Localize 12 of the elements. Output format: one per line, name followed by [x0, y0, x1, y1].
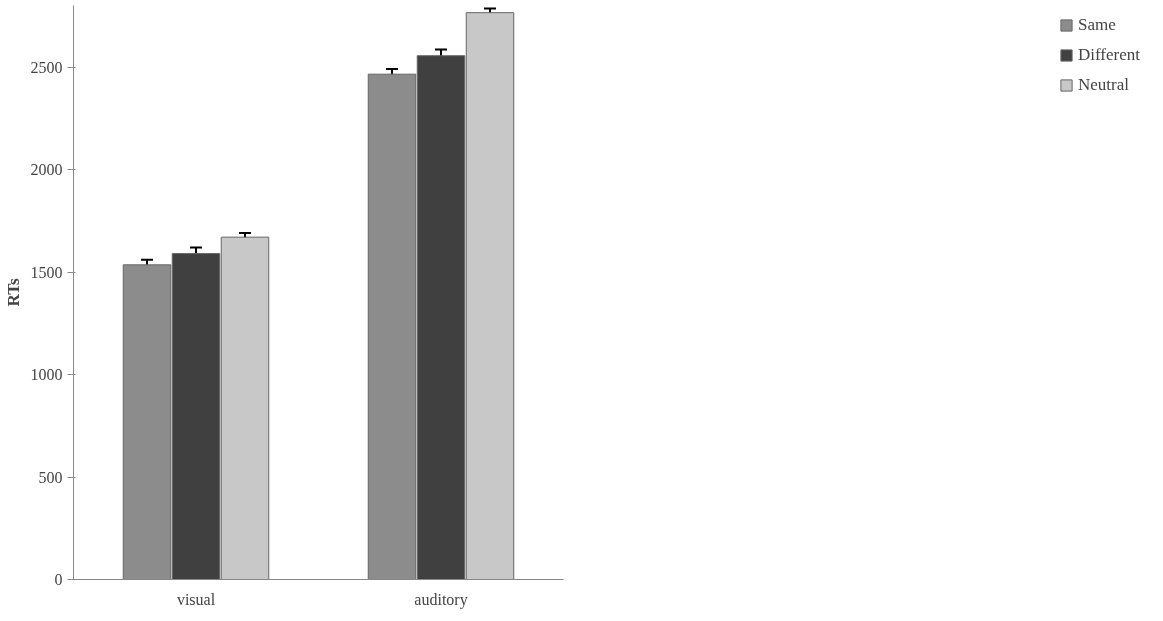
y-tick-label: 0 — [54, 571, 63, 588]
y-tick-label: 1000 — [30, 366, 63, 383]
legend-label: Different — [1078, 45, 1140, 65]
y-axis-title: RTs — [3, 278, 23, 307]
y-tick-label: 2500 — [30, 58, 63, 76]
x-tick-label: auditory — [414, 590, 468, 609]
legend-label: Neutral — [1078, 75, 1129, 95]
y-tick-label: 2000 — [30, 161, 63, 178]
legend-label: Same — [1078, 15, 1116, 35]
x-tick-label: visual — [176, 590, 216, 608]
y-tick-label: 1500 — [30, 263, 63, 281]
y-tick-label: 500 — [38, 468, 63, 486]
